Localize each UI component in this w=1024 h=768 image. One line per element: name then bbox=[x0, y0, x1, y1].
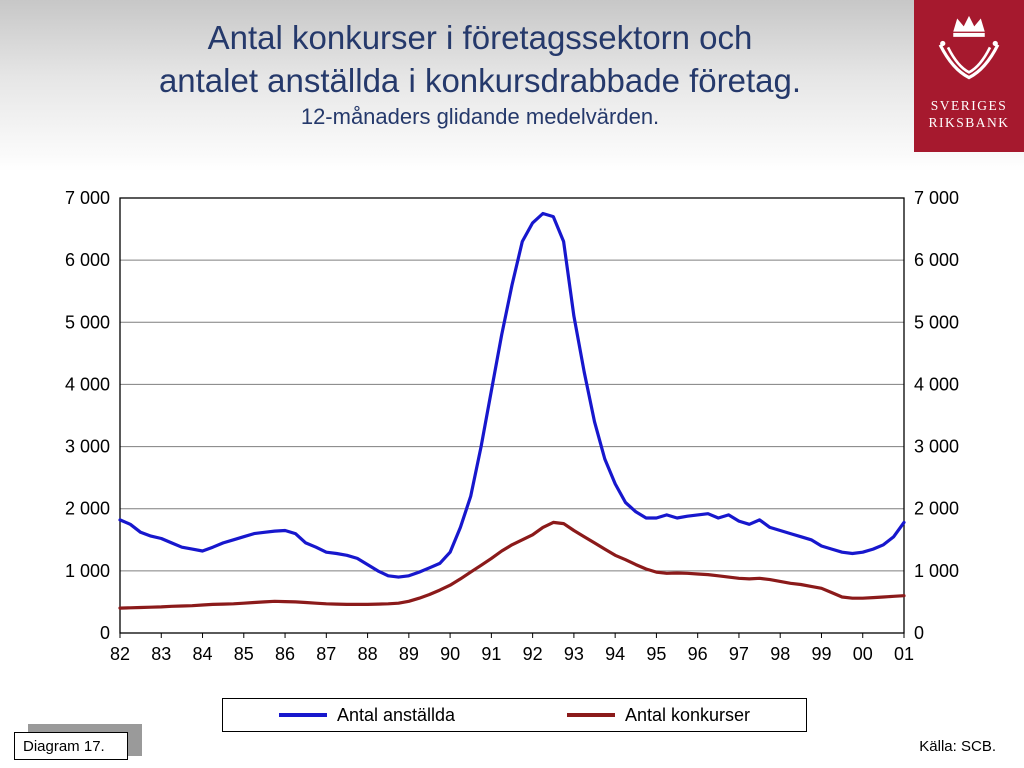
title-line-2: antalet anställda i konkursdrabbade före… bbox=[158, 62, 802, 99]
svg-text:01: 01 bbox=[894, 644, 914, 664]
svg-text:89: 89 bbox=[399, 644, 419, 664]
title-line-1: Antal konkurser i företagssektorn och bbox=[207, 19, 753, 56]
svg-text:00: 00 bbox=[853, 644, 873, 664]
diagram-box: Diagram 17. bbox=[14, 732, 128, 760]
svg-text:0: 0 bbox=[100, 623, 110, 643]
svg-text:86: 86 bbox=[275, 644, 295, 664]
svg-text:2 000: 2 000 bbox=[65, 499, 110, 519]
svg-text:97: 97 bbox=[729, 644, 749, 664]
header-band bbox=[0, 0, 1024, 172]
svg-text:0: 0 bbox=[914, 623, 924, 643]
svg-text:96: 96 bbox=[688, 644, 708, 664]
slide-title: Antal konkurser i företagssektorn och an… bbox=[0, 16, 960, 132]
legend-label-anstallda: Antal anställda bbox=[336, 704, 456, 725]
svg-text:83: 83 bbox=[151, 644, 171, 664]
svg-text:91: 91 bbox=[481, 644, 501, 664]
legend-item-anstallda: Antal anställda bbox=[278, 704, 456, 726]
svg-text:92: 92 bbox=[523, 644, 543, 664]
svg-text:5 000: 5 000 bbox=[914, 312, 959, 332]
title-subtitle: 12-månaders glidande medelvärden. bbox=[300, 104, 660, 129]
svg-text:94: 94 bbox=[605, 644, 625, 664]
legend-line-red bbox=[566, 713, 615, 717]
svg-text:95: 95 bbox=[646, 644, 666, 664]
svg-text:85: 85 bbox=[234, 644, 254, 664]
svg-text:3 000: 3 000 bbox=[65, 437, 110, 457]
svg-text:82: 82 bbox=[110, 644, 130, 664]
svg-text:4 000: 4 000 bbox=[65, 374, 110, 394]
svg-text:87: 87 bbox=[316, 644, 336, 664]
svg-text:5 000: 5 000 bbox=[65, 312, 110, 332]
svg-text:3 000: 3 000 bbox=[914, 437, 959, 457]
svg-text:99: 99 bbox=[811, 644, 831, 664]
svg-text:7 000: 7 000 bbox=[65, 188, 110, 208]
svg-text:90: 90 bbox=[440, 644, 460, 664]
svg-text:93: 93 bbox=[564, 644, 584, 664]
svg-text:6 000: 6 000 bbox=[914, 250, 959, 270]
legend-label-konkurser: Antal konkurser bbox=[624, 704, 751, 725]
svg-text:6 000: 6 000 bbox=[65, 250, 110, 270]
svg-text:7 000: 7 000 bbox=[914, 188, 959, 208]
logo-text-line-1: SVERIGES bbox=[930, 98, 1008, 113]
svg-text:4 000: 4 000 bbox=[914, 374, 959, 394]
svg-text:1 000: 1 000 bbox=[65, 561, 110, 581]
svg-text:84: 84 bbox=[193, 644, 213, 664]
chart-legend: Antal anställda Antal konkurser bbox=[222, 698, 807, 732]
source-label: Källa: SCB. bbox=[919, 738, 996, 755]
svg-text:2 000: 2 000 bbox=[914, 499, 959, 519]
logo-text-line-2: RIKSBANK bbox=[928, 115, 1010, 130]
legend-line-blue bbox=[278, 713, 327, 717]
svg-text:88: 88 bbox=[358, 644, 378, 664]
riksbank-logo: SVERIGES RIKSBANK bbox=[914, 0, 1024, 152]
svg-text:1 000: 1 000 bbox=[914, 561, 959, 581]
diagram-label: Diagram 17. bbox=[23, 737, 105, 755]
legend-item-konkurser: Antal konkurser bbox=[566, 704, 751, 726]
riksbank-emblem bbox=[927, 8, 1011, 97]
svg-text:98: 98 bbox=[770, 644, 790, 664]
